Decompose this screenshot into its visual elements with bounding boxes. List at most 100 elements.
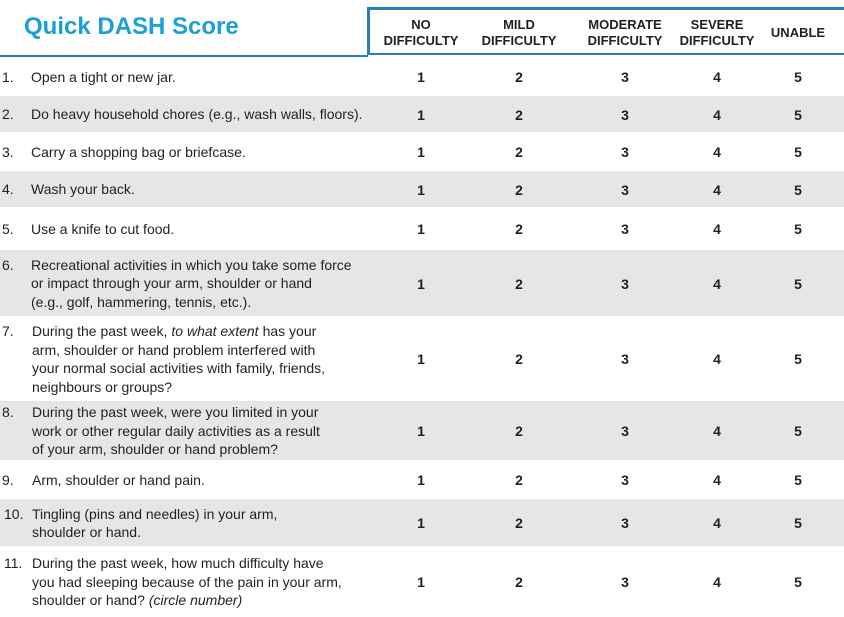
score-option: 3 <box>621 275 629 292</box>
row-number: 3. <box>2 143 14 160</box>
score-option: 4 <box>713 144 721 160</box>
text-line: During the past week, how much difficult… <box>32 554 342 573</box>
score-option: 5 <box>794 181 802 198</box>
column-header-line: MODERATE <box>588 17 662 32</box>
row-number: 6. <box>2 256 14 273</box>
text-line: neighbours or groups? <box>32 378 325 397</box>
column-header-line: DIFFICULTY <box>679 33 755 48</box>
row-text: Tingling (pins and needles) in your arm,… <box>32 505 277 542</box>
text-segment: to what extent <box>171 323 259 339</box>
column-header: UNABLE <box>771 25 825 41</box>
score-option: 2 <box>515 515 523 531</box>
score-option: 5 <box>794 574 802 590</box>
score-option: 5 <box>794 144 802 160</box>
score-option: 4 <box>713 275 721 292</box>
row-text: Use a knife to cut food. <box>31 220 174 239</box>
score-option: 4 <box>713 515 721 531</box>
text-segment: During the past week, how much difficult… <box>32 555 324 572</box>
column-header: NO DIFFICULTY <box>384 17 459 49</box>
table-row <box>0 171 844 208</box>
text-line: Wash your back. <box>31 180 135 199</box>
title: Quick DASH Score <box>24 13 239 40</box>
score-option: 1 <box>417 69 425 85</box>
row-number: 8. <box>2 404 14 421</box>
text-line: Carry a shopping bag or briefcase. <box>31 143 246 162</box>
score-option: 3 <box>621 181 629 198</box>
text-segment: Wash your back. <box>31 181 135 198</box>
table-row <box>0 250 844 317</box>
score-option: 4 <box>713 574 721 590</box>
score-option: 5 <box>794 515 802 531</box>
table-row <box>0 499 844 547</box>
text-line: Tingling (pins and needles) in your arm, <box>32 505 277 524</box>
score-option: 4 <box>713 69 721 85</box>
title-rule <box>0 55 368 57</box>
text-segment: arm, shoulder or hand problem interfered… <box>32 341 316 358</box>
row-text: Open a tight or new jar. <box>31 68 176 87</box>
score-option: 1 <box>417 515 425 531</box>
table-row <box>0 461 844 499</box>
score-option: 5 <box>794 351 802 367</box>
column-header-line: MILD <box>503 17 535 32</box>
text-segment: Carry a shopping bag or briefcase. <box>31 143 246 160</box>
score-option: 2 <box>515 423 523 439</box>
score-option: 2 <box>515 69 523 85</box>
table-row <box>0 208 844 250</box>
score-option: 4 <box>713 351 721 367</box>
score-option: 5 <box>794 472 802 488</box>
text-segment: work or other regular daily activities a… <box>32 422 320 439</box>
text-segment: (e.g., golf, hammering, tennis, etc.). <box>31 293 252 310</box>
score-option: 1 <box>417 423 425 439</box>
column-header: MILD DIFFICULTY <box>482 17 557 49</box>
score-option: 5 <box>794 423 802 439</box>
text-line: Open a tight or new jar. <box>31 68 176 87</box>
score-option: 1 <box>417 574 425 590</box>
row-number: 10. <box>4 505 24 522</box>
text-segment: Use a knife to cut food. <box>31 220 175 237</box>
score-option: 2 <box>515 221 523 237</box>
score-option: 3 <box>621 69 629 85</box>
score-option: 1 <box>417 144 425 160</box>
score-option: 4 <box>713 181 721 198</box>
score-option: 2 <box>515 472 523 488</box>
score-option: 3 <box>621 351 629 367</box>
text-segment: shoulder or hand? <box>32 592 145 609</box>
score-option: 2 <box>515 275 523 292</box>
row-number: 1. <box>2 68 14 85</box>
row-text: During the past week, how much difficult… <box>32 554 342 610</box>
text-line: work or other regular daily activities a… <box>32 422 320 441</box>
row-text: Wash your back. <box>31 180 135 199</box>
column-header-line: DIFFICULTY <box>587 33 663 48</box>
text-line: your normal social activities with famil… <box>32 359 325 378</box>
text-segment: of your arm, shoulder or hand problem? <box>32 441 278 458</box>
text-segment: you had sleeping because of the pain in … <box>32 573 342 590</box>
text-line: shoulder or hand. <box>32 523 277 542</box>
column-header: SEVERE DIFFICULTY <box>680 17 755 49</box>
text-line: you had sleeping because of the pain in … <box>32 573 342 592</box>
score-option: 3 <box>621 144 629 160</box>
score-option: 5 <box>794 106 802 123</box>
text-segment: During the past week, <box>32 323 168 339</box>
score-option: 3 <box>621 574 629 590</box>
score-option: 4 <box>713 423 721 439</box>
table-row <box>0 317 844 401</box>
text-segment: (circle number) <box>148 592 243 609</box>
text-segment: Do heavy household chores (e.g., wash wa… <box>31 106 363 123</box>
text-segment: has your <box>262 323 317 339</box>
score-option: 1 <box>417 351 425 367</box>
row-text: Carry a shopping bag or briefcase. <box>31 143 246 162</box>
text-line: (e.g., golf, hammering, tennis, etc.). <box>31 293 352 312</box>
row-text: Arm, shoulder or hand pain. <box>32 471 205 490</box>
score-option: 4 <box>713 221 721 237</box>
row-text: Do heavy household chores (e.g., wash wa… <box>31 105 363 124</box>
text-segment: shoulder or hand. <box>32 524 141 540</box>
score-option: 4 <box>713 472 721 488</box>
score-option: 3 <box>621 472 629 488</box>
score-option: 5 <box>794 221 802 237</box>
column-header-line: DIFFICULTY <box>481 33 557 48</box>
text-line: of your arm, shoulder or hand problem? <box>32 440 320 459</box>
text-segment: Tingling (pins and needles) in your arm, <box>32 505 278 522</box>
row-number: 11. <box>4 555 23 572</box>
text-segment: your normal social activities with famil… <box>32 360 326 376</box>
